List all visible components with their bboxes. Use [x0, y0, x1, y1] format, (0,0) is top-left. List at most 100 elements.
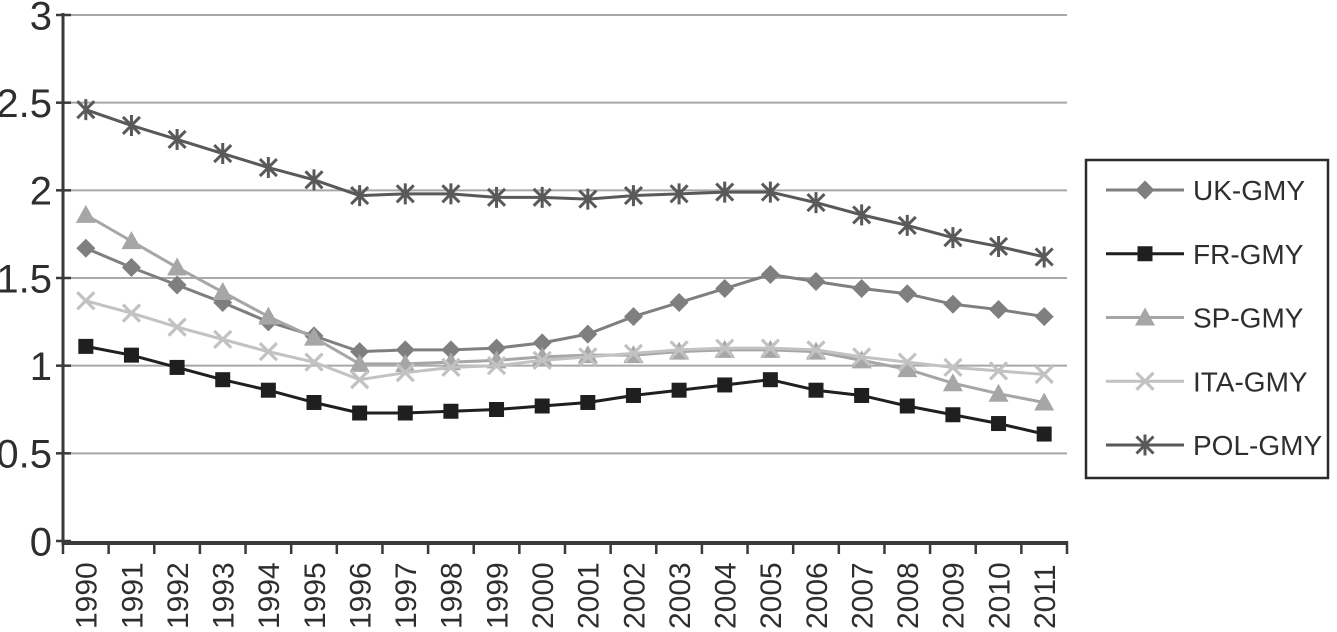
- legend-item-sp-gmy: SP-GMY: [1106, 303, 1304, 334]
- square-marker-icon: [352, 405, 368, 421]
- triangle-marker-icon: [304, 327, 324, 346]
- legend-item-fr-gmy: FR-GMY: [1106, 239, 1304, 270]
- triangle-marker-icon: [1135, 307, 1155, 326]
- triangle-marker-icon: [897, 359, 918, 378]
- diamond-marker-icon: [806, 272, 826, 292]
- x-marker-icon: [1034, 364, 1054, 385]
- square-marker-icon: [169, 359, 185, 375]
- x-axis-labels: 1990 1991 1992 1993 1994 1995 1996 1997 1998 1999…: [71, 562, 1062, 629]
- diamond-marker-icon: [623, 307, 643, 327]
- x-tick-label: 2002: [618, 562, 651, 629]
- asterisk-marker-icon: [350, 185, 370, 207]
- diamond-marker-icon: [395, 340, 415, 360]
- series-fr-gmy: [78, 338, 1052, 442]
- asterisk-marker-icon: [1034, 246, 1054, 268]
- x-tick-label: 2007: [846, 562, 879, 629]
- x-marker-icon: [578, 347, 598, 367]
- triangle-marker-icon: [212, 282, 233, 301]
- axes: [56, 13, 1069, 554]
- square-marker-icon: [215, 372, 231, 388]
- diamond-marker-icon: [897, 284, 917, 304]
- asterisk-marker-icon: [258, 157, 278, 179]
- square-marker-icon: [671, 382, 687, 398]
- series-ita-gmy: [76, 291, 1054, 390]
- x-marker-icon: [897, 352, 917, 372]
- x-tick-label: 2009: [938, 562, 971, 629]
- x-tick-label: 2010: [983, 562, 1016, 629]
- x-tick-label: 2011: [1029, 564, 1062, 629]
- x-tick-label: 2006: [801, 562, 834, 629]
- diamond-marker-icon: [715, 279, 735, 299]
- square-marker-icon: [260, 382, 276, 398]
- square-marker-icon: [854, 387, 870, 403]
- x-tick-label: 1998: [436, 562, 469, 629]
- x-marker-icon: [486, 356, 507, 376]
- square-marker-icon: [78, 338, 94, 354]
- legend-label-ita-gmy: ITA-GMY: [1193, 366, 1308, 397]
- asterisk-marker-icon: [76, 99, 96, 121]
- asterisk-marker-icon: [578, 188, 598, 210]
- square-marker-icon: [625, 387, 641, 403]
- x-marker-icon: [441, 357, 461, 378]
- diamond-marker-icon: [989, 300, 1009, 320]
- square-marker-icon: [123, 347, 139, 363]
- x-marker-icon: [258, 342, 278, 362]
- diamond-marker-icon: [1034, 307, 1054, 327]
- diamond-marker-icon: [760, 264, 780, 284]
- x-tick-label: 2001: [573, 562, 606, 629]
- x-marker-icon: [623, 343, 644, 364]
- triangle-marker-icon: [988, 383, 1009, 402]
- triangle-marker-icon: [1034, 392, 1055, 411]
- square-marker-icon: [808, 382, 824, 398]
- triangle-marker-icon: [440, 352, 461, 371]
- triangle-marker-icon: [942, 373, 963, 392]
- y-tick-label: 1: [30, 345, 52, 389]
- asterisk-marker-icon: [532, 186, 552, 208]
- x-marker-icon: [76, 291, 96, 311]
- diamond-marker-icon: [441, 340, 461, 360]
- y-tick-label: 2: [30, 170, 52, 214]
- asterisk-marker-icon: [760, 181, 780, 203]
- series-line-ita-gmy: [85, 299, 1045, 382]
- x-marker-icon: [304, 352, 324, 372]
- series-line-sp-gmy: [85, 213, 1045, 404]
- asterisk-marker-icon: [897, 214, 917, 236]
- diamond-marker-icon: [532, 333, 552, 353]
- square-marker-icon: [1036, 426, 1052, 442]
- diamond-marker-icon: [350, 342, 370, 362]
- diamond-marker-icon: [669, 293, 689, 313]
- x-tick-label: 1995: [299, 562, 332, 629]
- x-marker-icon: [669, 340, 689, 360]
- x-tick-label: 1992: [162, 562, 195, 629]
- legend-label-pol-gmy: POL-GMY: [1193, 430, 1322, 461]
- square-marker-icon: [397, 405, 413, 421]
- asterisk-marker-icon: [943, 227, 963, 249]
- y-axis-labels: 0 0.5 1 1.5 2 2.5 3: [0, 0, 52, 564]
- gridlines: [63, 14, 1067, 455]
- legend-label-sp-gmy: SP-GMY: [1193, 303, 1304, 334]
- square-marker-icon: [489, 402, 505, 417]
- square-marker-icon: [717, 377, 733, 393]
- diamond-marker-icon: [76, 238, 96, 258]
- y-tick-label: 3: [30, 0, 52, 38]
- x-marker-icon: [121, 303, 142, 323]
- legend-item-pol-gmy: POL-GMY: [1106, 430, 1322, 461]
- series-line-uk-gmy: [85, 246, 1045, 354]
- square-marker-icon: [945, 407, 961, 423]
- asterisk-marker-icon: [486, 186, 507, 208]
- x-marker-icon: [715, 338, 735, 358]
- square-marker-icon: [306, 394, 322, 410]
- asterisk-marker-icon: [441, 183, 461, 205]
- x-marker-icon: [167, 317, 187, 337]
- x-tick-label: 1996: [344, 562, 377, 629]
- chart-legend: UK-GMY FR-GMY SP-GMY ITA-GMY POL-GMY: [1084, 158, 1330, 480]
- asterisk-marker-icon: [167, 128, 187, 150]
- x-tick-label: 2004: [710, 562, 743, 629]
- square-marker-icon: [899, 398, 915, 414]
- x-tick-label: 1993: [208, 562, 241, 629]
- diamond-marker-icon: [121, 257, 141, 277]
- x-tick-label: 2005: [755, 562, 788, 629]
- diamond-marker-icon: [578, 324, 598, 344]
